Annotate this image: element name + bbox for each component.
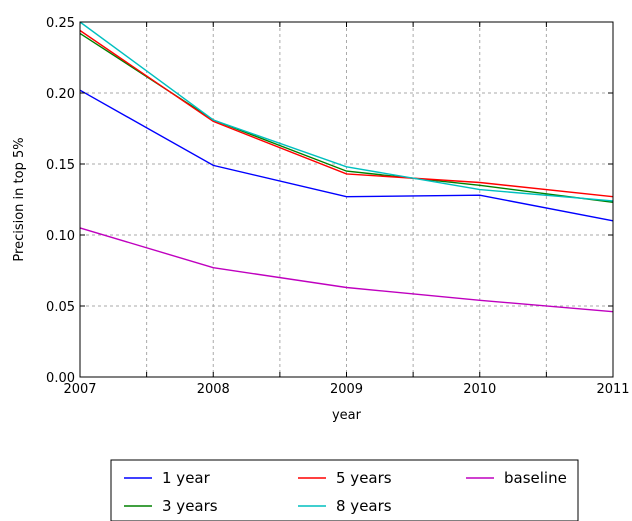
x-tick-label: 2010 xyxy=(463,382,496,397)
legend-label: 3 years xyxy=(162,497,218,515)
legend-box xyxy=(110,459,579,521)
series-line-1-year xyxy=(79,89,614,222)
grid xyxy=(80,22,613,377)
y-tick-label: 0.10 xyxy=(46,229,75,244)
legend-label: baseline xyxy=(504,469,567,487)
y-tick-label: 0.00 xyxy=(46,371,75,386)
y-tick-label: 0.25 xyxy=(46,16,75,31)
x-axis-label: year xyxy=(332,408,362,423)
legend-label: 5 years xyxy=(336,469,392,487)
x-tick-label: 2011 xyxy=(596,382,629,397)
x-tick-label: 2008 xyxy=(197,382,230,397)
y-tick-label: 0.05 xyxy=(46,300,75,315)
series-lines xyxy=(79,21,614,313)
x-tick-label: 2007 xyxy=(63,382,96,397)
y-tick-label: 0.20 xyxy=(46,87,75,102)
axis-ticks: 2007 2008 2009 2010 2011 0.00 0.05 0.10 0.15 0.20… xyxy=(46,16,630,397)
series-line-8-years xyxy=(79,21,614,202)
legend-label: 1 year xyxy=(162,469,211,487)
legend-label: 8 years xyxy=(336,497,392,515)
legend: 1 year 3 years 5 years 8 years baseline xyxy=(110,459,579,521)
y-tick-label: 0.15 xyxy=(46,158,75,173)
series-line-baseline xyxy=(79,227,614,313)
y-axis-label: Precision in top 5% xyxy=(12,137,27,261)
x-tick-label: 2009 xyxy=(330,382,363,397)
series-line-5-years xyxy=(79,29,614,198)
